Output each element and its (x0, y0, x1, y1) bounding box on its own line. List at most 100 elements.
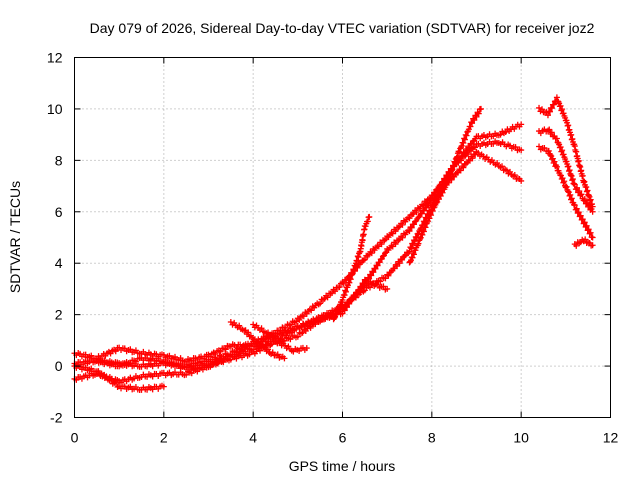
data-point (370, 245, 377, 252)
data-point (384, 233, 391, 240)
data-point (589, 234, 596, 241)
data-point (553, 163, 560, 170)
data-point (367, 271, 374, 278)
data-points (71, 94, 596, 393)
y-axis-label: SDTVAR / TECUs (7, 181, 23, 293)
data-point (443, 179, 450, 186)
data-point (364, 218, 371, 225)
data-point (312, 321, 319, 328)
data-point (359, 280, 366, 287)
data-point (568, 195, 575, 202)
x-tick-label: 4 (249, 430, 257, 446)
data-point (287, 336, 294, 343)
data-point (348, 297, 355, 304)
data-point (585, 203, 592, 210)
data-point (410, 251, 417, 258)
data-point (561, 178, 568, 185)
series-arc-8 (330, 213, 373, 323)
data-point (466, 144, 473, 151)
data-point (557, 102, 564, 109)
data-point (369, 268, 376, 275)
data-point (417, 235, 424, 242)
data-point (511, 172, 518, 179)
data-point (553, 94, 560, 101)
series-arc-13 (571, 236, 596, 249)
data-point (559, 147, 566, 154)
data-point (385, 272, 392, 279)
data-point (582, 236, 589, 243)
data-point (294, 333, 301, 340)
y-tick-label: 6 (55, 204, 63, 220)
data-point (560, 151, 567, 158)
data-point (183, 371, 190, 378)
data-point (469, 155, 476, 162)
data-point (376, 259, 383, 266)
data-point (324, 294, 331, 301)
data-point (346, 300, 353, 307)
data-point (160, 383, 167, 390)
data-point (410, 221, 417, 228)
data-point (428, 212, 435, 219)
data-point (333, 311, 340, 318)
data-point (548, 129, 555, 136)
data-point (265, 346, 272, 353)
x-tick-label: 8 (428, 430, 436, 446)
series-arc-4 (71, 362, 167, 393)
series-arc-2 (71, 121, 525, 365)
data-point (384, 285, 391, 292)
data-point (296, 316, 303, 323)
data-point (422, 224, 429, 231)
data-point (576, 187, 583, 194)
x-tick-label: 10 (513, 430, 529, 446)
data-point (342, 288, 349, 295)
data-point (536, 143, 543, 150)
data-point (464, 147, 471, 154)
series-arc-7 (250, 321, 310, 355)
data-point (95, 368, 102, 375)
data-point (272, 335, 279, 342)
data-point (586, 230, 593, 237)
data-point (465, 156, 472, 163)
data-point (399, 234, 406, 241)
data-point (448, 176, 455, 183)
data-point (551, 158, 558, 165)
data-point (589, 242, 596, 249)
data-point (518, 147, 525, 154)
data-point (132, 358, 139, 365)
data-point (379, 253, 386, 260)
data-point (450, 163, 457, 170)
data-point (518, 177, 525, 184)
data-point (258, 325, 265, 332)
data-point (112, 380, 119, 387)
data-point (571, 202, 578, 209)
data-point (365, 274, 372, 281)
data-point (378, 241, 385, 248)
data-point (512, 144, 519, 151)
data-point (563, 183, 570, 190)
data-point (372, 265, 379, 272)
data-point (339, 310, 346, 317)
data-point (579, 216, 586, 223)
data-point (342, 287, 349, 294)
data-point (378, 255, 385, 262)
data-point (442, 184, 449, 191)
data-point (282, 324, 289, 331)
data-point (419, 231, 426, 238)
data-point (472, 144, 479, 151)
data-point (433, 199, 440, 206)
data-point (320, 316, 327, 323)
data-point (360, 257, 367, 264)
data-point (341, 292, 348, 299)
data-point (399, 221, 406, 228)
data-point (274, 351, 281, 358)
data-point (545, 147, 552, 154)
data-point (417, 226, 424, 233)
data-point (299, 329, 306, 336)
data-point (409, 254, 416, 261)
data-point (471, 117, 478, 124)
y-tick-label: 8 (55, 152, 63, 168)
data-point (108, 376, 115, 383)
data-point (477, 105, 484, 112)
data-point (544, 112, 551, 119)
data-point (581, 219, 588, 226)
